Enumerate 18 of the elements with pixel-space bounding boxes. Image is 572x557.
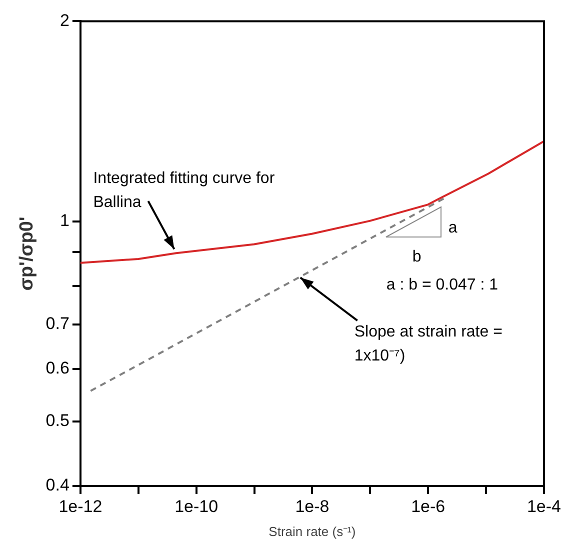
annotation: a : b = 0.047 : 1: [386, 276, 498, 294]
y-tick-label: 0.5: [46, 411, 70, 430]
x-axis-title: Strain rate (s⁻¹): [268, 524, 356, 539]
x-tick-label: 1e-10: [174, 496, 218, 516]
y-tick-label: 1: [60, 211, 70, 230]
y-tick-label: 0.4: [46, 476, 70, 495]
annotation: b: [412, 248, 422, 266]
y-tick-label: 0.7: [46, 314, 70, 334]
annotation: Integrated fitting curve for Ballina: [93, 170, 276, 212]
y-axis-title: σp'/σp0': [16, 216, 38, 291]
x-tick-label: 1e-4: [526, 496, 562, 516]
x-tick-label: 1e-6: [411, 496, 446, 516]
x-tick-label: 1e-12: [58, 496, 102, 516]
annotation: a: [448, 219, 458, 236]
x-tick-label: 1e-8: [295, 496, 330, 516]
y-tick-label: 0.6: [46, 358, 70, 378]
y-tick-label: 2: [60, 10, 70, 30]
annotation: Slope at strain rate = 1x10⁻⁷): [354, 324, 502, 365]
